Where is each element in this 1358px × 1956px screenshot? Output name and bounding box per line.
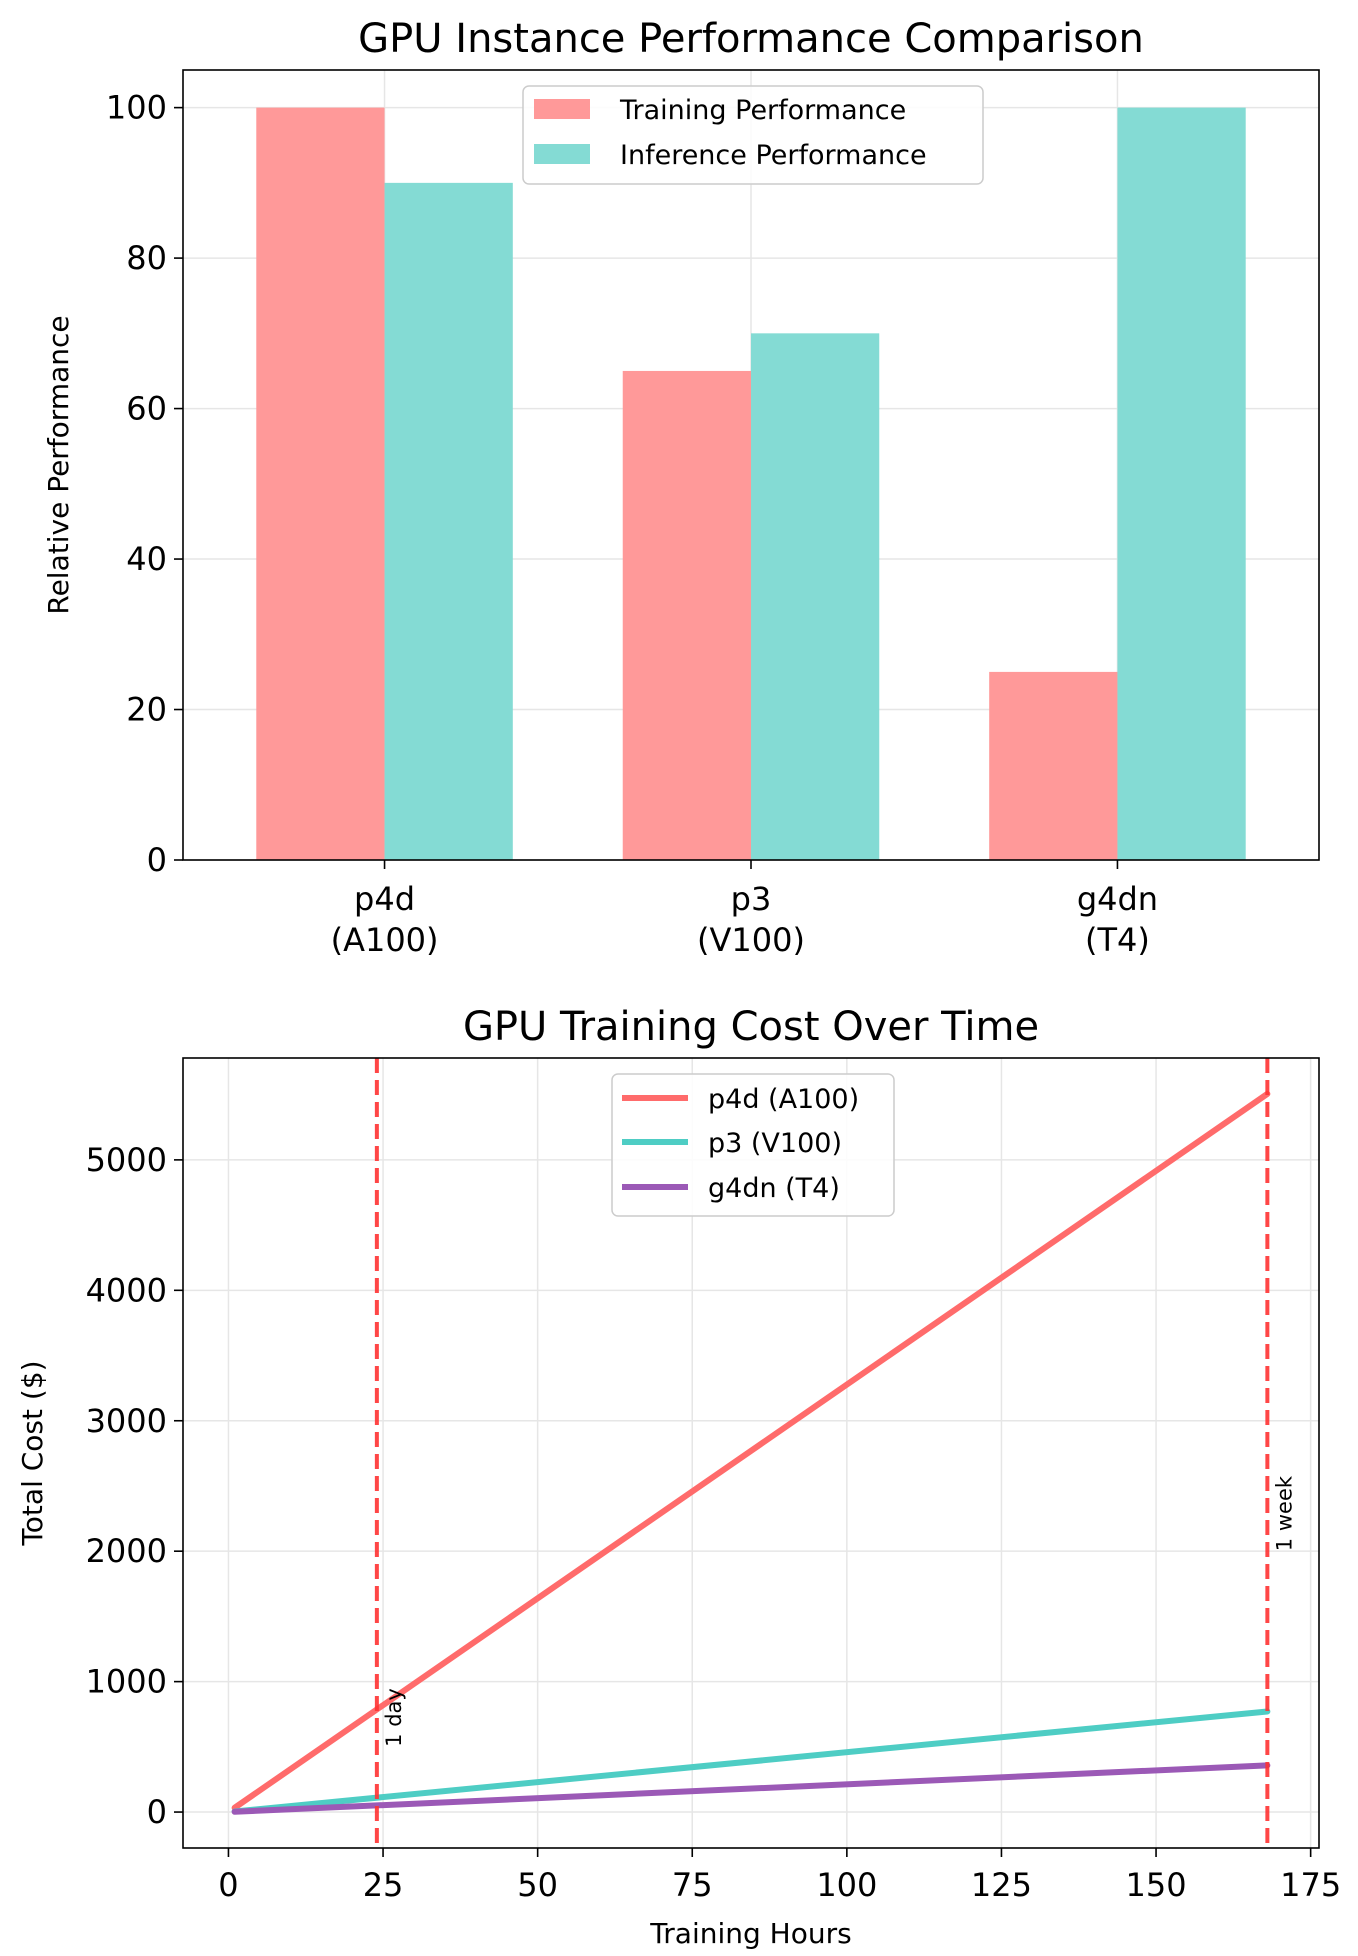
cost-x-ticks: 0 25 50 75 100 125 150 175 <box>218 1848 1341 1904</box>
one-week-marker-label: 1 week <box>1272 1475 1296 1551</box>
performance-chart: 0 20 40 60 80 100 p4d(A100) p3(V100) g4dn(T4) G… <box>42 16 1320 959</box>
legend-label-g4dn: g4dn (T4) <box>708 1173 840 1204</box>
performance-y-tick-label: 100 <box>106 89 167 127</box>
performance-y-tick-label: 40 <box>126 540 167 578</box>
p3-cost-line <box>231 1708 1271 1815</box>
cost-y-tick-label: 1000 <box>86 1663 167 1701</box>
cost-lines <box>231 1090 1271 1815</box>
cost-x-tick-label: 25 <box>363 1866 404 1904</box>
one-day-marker-label: 1 day <box>382 1688 406 1747</box>
cost-x-tick-label: 150 <box>1126 1866 1187 1904</box>
legend-label-training: Training Performance <box>619 95 906 126</box>
performance-x-ticks: p4d(A100) p3(V100) g4dn(T4) <box>331 860 1158 959</box>
p4d-cost-line <box>231 1090 1271 1811</box>
cost-plot-frame <box>182 1057 1320 1849</box>
performance-y-ticks: 0 20 40 60 80 100 <box>106 89 183 879</box>
performance-legend-box <box>522 85 984 185</box>
performance-bars <box>256 107 1246 861</box>
cost-chart: 1 day 1 week 0 1000 2000 3000 4000 5000 0 25 50 7… <box>16 1004 1341 1950</box>
cost-chart-title: GPU Training Cost Over Time <box>463 1004 1039 1050</box>
cost-y-tick-label: 4000 <box>86 1271 167 1309</box>
cost-x-tick-label: 175 <box>1280 1866 1341 1904</box>
legend-swatch-inference <box>534 144 590 164</box>
performance-y-tick-label: 60 <box>126 390 167 428</box>
performance-x-tick-sublabel: (A100) <box>331 921 439 959</box>
cost-y-tick-label: 5000 <box>86 1141 167 1179</box>
training-bar <box>622 370 751 860</box>
cost-grid <box>183 1058 1319 1848</box>
cost-x-tick-label: 100 <box>816 1866 877 1904</box>
inference-bar <box>1117 107 1246 861</box>
cost-y-tick-label: 0 <box>147 1793 167 1831</box>
performance-y-tick-label: 20 <box>126 691 167 729</box>
performance-y-tick-label: 0 <box>147 841 167 879</box>
cost-x-tick-label: 0 <box>218 1866 238 1904</box>
cost-y-tick-label: 2000 <box>86 1532 167 1570</box>
legend-label-p3: p3 (V100) <box>708 1128 842 1159</box>
training-bar <box>256 107 385 861</box>
performance-y-tick-label: 80 <box>126 239 167 277</box>
training-bar <box>989 671 1118 860</box>
legend-swatch-training <box>534 99 590 119</box>
performance-x-tick-label: p3 <box>731 880 772 918</box>
cost-legend-box <box>611 1073 895 1217</box>
performance-x-tick-label: g4dn <box>1077 880 1158 918</box>
performance-x-tick-label: p4d <box>354 880 415 918</box>
cost-x-tick-label: 125 <box>971 1866 1032 1904</box>
cost-x-tick-label: 50 <box>517 1866 558 1904</box>
cost-reference-lines: 1 day 1 week <box>374 1058 1296 1848</box>
cost-y-ticks: 0 1000 2000 3000 4000 5000 <box>86 1141 183 1831</box>
cost-y-axis-label: Total Cost ($) <box>16 1360 49 1546</box>
inference-bar <box>751 333 880 860</box>
cost-legend: p4d (A100) p3 (V100) g4dn (T4) <box>611 1073 895 1217</box>
legend-label-inference: Inference Performance <box>620 140 927 171</box>
legend-label-p4d: p4d (A100) <box>708 1084 859 1115</box>
performance-x-tick-sublabel: (T4) <box>1085 921 1150 959</box>
cost-y-tick-label: 3000 <box>86 1402 167 1440</box>
performance-y-axis-label: Relative Performance <box>42 315 75 614</box>
inference-bar <box>384 182 513 860</box>
cost-x-axis-label: Training Hours <box>649 1917 851 1950</box>
performance-x-tick-sublabel: (V100) <box>697 921 805 959</box>
cost-x-tick-label: 75 <box>672 1866 713 1904</box>
g4dn-cost-line <box>231 1762 1271 1815</box>
performance-chart-title: GPU Instance Performance Comparison <box>358 16 1144 62</box>
performance-legend: Training Performance Inference Performan… <box>522 85 984 185</box>
